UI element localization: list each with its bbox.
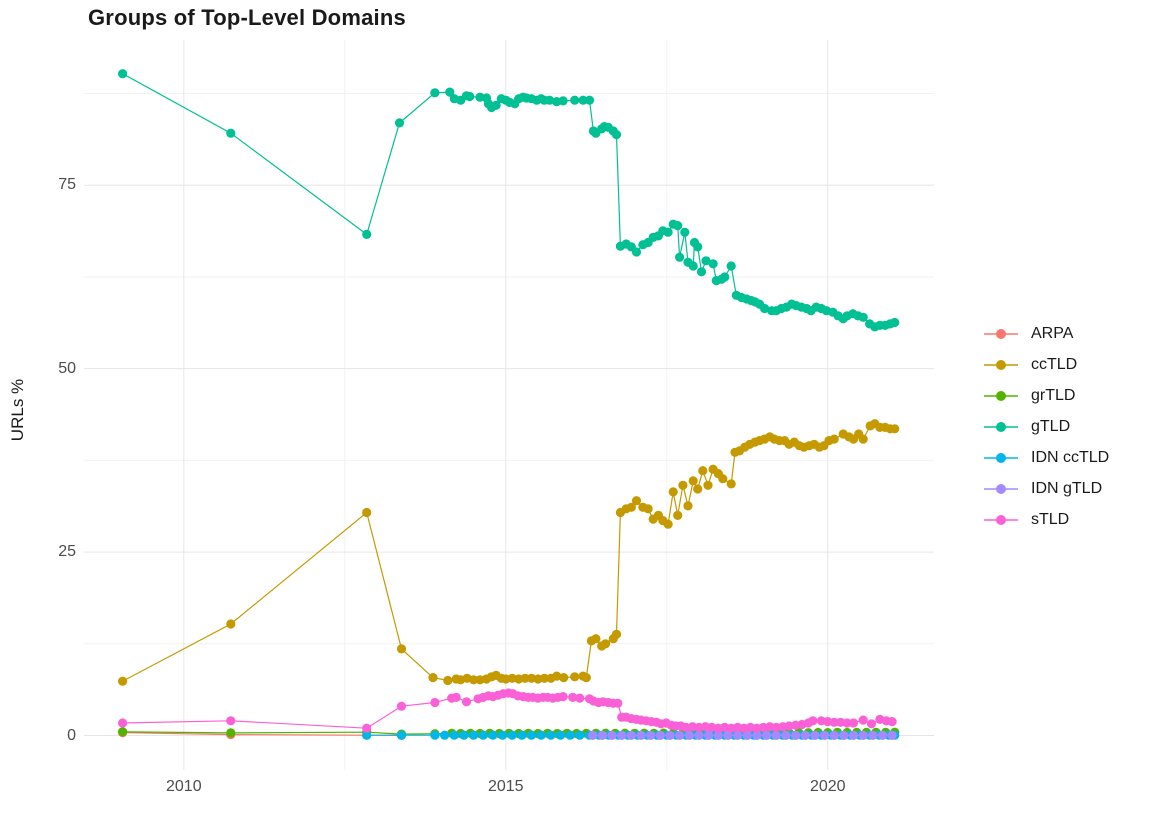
legend-label: IDN ccTLD	[1031, 448, 1110, 466]
legend-label: gTLD	[1031, 417, 1071, 435]
legend-key-idn-cctld-icon	[984, 452, 1018, 463]
y-tick-label: 0	[67, 726, 76, 744]
legend-key-idn-gtld-icon	[984, 483, 1018, 494]
chart-title: Groups of Top-Level Domains	[88, 5, 406, 30]
legend-item-stld: sTLD	[984, 504, 1109, 535]
x-tick-label: 2015	[487, 778, 524, 795]
legend-item-gtld: gTLD	[984, 411, 1109, 442]
legend-key-stld-icon	[984, 514, 1018, 525]
legend: ARPA ccTLD grTLD gTLD IDN ccTLD IDN gTLD sTLD	[984, 318, 1109, 535]
legend-item-grtld: grTLD	[984, 380, 1109, 411]
legend-item-arpa: ARPA	[984, 318, 1109, 349]
series-gtld-line	[122, 73, 895, 328]
series-gtld	[118, 69, 900, 332]
legend-label: grTLD	[1031, 386, 1076, 404]
series-idn-gtld	[588, 730, 897, 741]
legend-key-cctld-icon	[984, 359, 1018, 370]
y-tick-label: 25	[58, 543, 76, 561]
legend-label: ccTLD	[1031, 355, 1078, 373]
x-tick-label: 2010	[166, 778, 202, 795]
y-axis-title: URLs %	[8, 378, 27, 442]
series-gtld-points	[118, 69, 900, 332]
y-tick-label: 50	[58, 359, 76, 377]
legend-item-idn-cctld: IDN ccTLD	[984, 442, 1109, 473]
legend-key-arpa-icon	[984, 328, 1018, 339]
legend-key-grtld-icon	[984, 390, 1018, 401]
legend-item-idn-gtld: IDN gTLD	[984, 473, 1109, 504]
legend-label: IDN gTLD	[1031, 479, 1103, 497]
grid-minor	[84, 40, 934, 770]
legend-item-cctld: ccTLD	[984, 349, 1109, 380]
plot-area	[84, 40, 934, 770]
x-tick-label: 2020	[809, 778, 846, 795]
legend-key-gtld-icon	[984, 421, 1018, 432]
series-stld	[118, 688, 897, 733]
series-stld-points	[118, 688, 897, 733]
series-cctld-points	[118, 419, 900, 686]
y-tick-label: 75	[58, 176, 76, 194]
series-cctld	[118, 419, 900, 686]
legend-label: sTLD	[1031, 510, 1070, 528]
legend-label: ARPA	[1031, 324, 1074, 342]
series-idn-gtld-points	[588, 730, 897, 741]
grid-major	[84, 40, 934, 770]
